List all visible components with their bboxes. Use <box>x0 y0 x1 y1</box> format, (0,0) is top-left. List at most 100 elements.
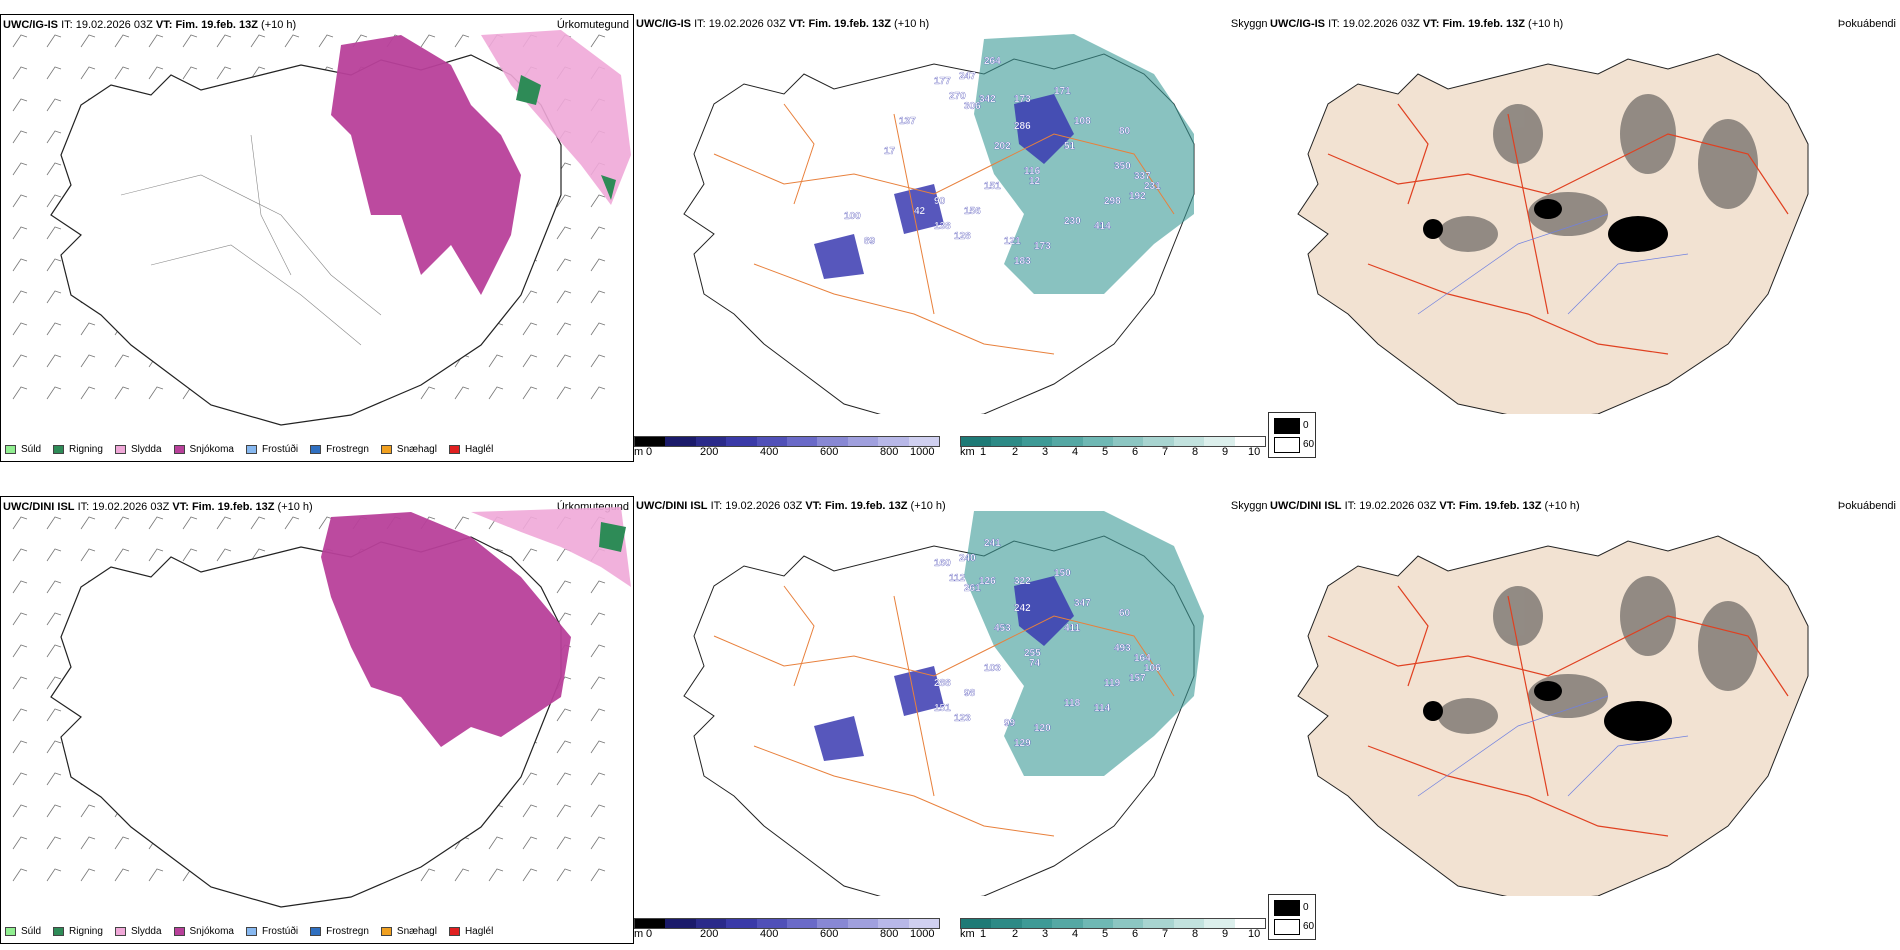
wind-barb <box>148 66 164 80</box>
wind-barb <box>556 354 572 368</box>
wind-barb <box>80 516 96 530</box>
wind-barb <box>522 322 538 336</box>
visibility-value-label: 106 <box>1144 663 1161 674</box>
wind-barb <box>522 772 538 786</box>
colorbar-tick: 7 <box>1162 446 1169 458</box>
wind-barb <box>556 836 572 850</box>
fog-legend-white-swatch <box>1274 919 1300 935</box>
legend-item: Frostregn <box>310 444 369 455</box>
wind-barb <box>12 644 28 658</box>
visibility-value-label: 173 <box>1034 241 1051 252</box>
wind-barb <box>46 516 62 530</box>
visibility-value-label: 100 <box>844 211 861 222</box>
wind-barb <box>12 836 28 850</box>
wind-barb <box>80 804 96 818</box>
wind-barb <box>46 98 62 112</box>
panel-title: Þokuábendi <box>1837 18 1896 30</box>
wind-barb <box>250 66 266 80</box>
colorbar-tick: 10 <box>1248 446 1261 458</box>
wind-barb <box>80 322 96 336</box>
visibility-value-label: 150 <box>1054 568 1071 579</box>
legend-item: Súld <box>5 444 41 455</box>
visibility-value-label: 306 <box>964 101 981 112</box>
colorbar-tick: 1000 <box>910 446 935 458</box>
wind-barb <box>420 34 436 48</box>
wind-barb <box>522 868 538 882</box>
wind-barb <box>114 34 130 48</box>
wind-barb <box>556 290 572 304</box>
visibility-colorbar: km 1 2 3 4 5 6 7 8 9 10 <box>960 436 1270 458</box>
fog-panel-row2: UWC/DINI ISL IT: 19.02.2026 03Z VT: Fim.… <box>1268 496 1900 944</box>
wind-barb <box>590 772 606 786</box>
wind-barb <box>488 868 504 882</box>
wind-barb <box>12 162 28 176</box>
visibility-value-label: 192 <box>1129 191 1146 202</box>
wind-barb <box>250 516 266 530</box>
visibility-value-label: 286 <box>1014 121 1031 132</box>
colorbar-tick: 10 <box>1248 928 1261 940</box>
wind-barb <box>148 516 164 530</box>
wind-barb <box>420 868 436 882</box>
wind-barb <box>590 836 606 850</box>
wind-barb <box>12 322 28 336</box>
wind-barb <box>12 580 28 594</box>
fog-panel-row1: UWC/IG-IS IT: 19.02.2026 03Z VT: Fim. 19… <box>1268 14 1900 462</box>
wind-barb <box>590 290 606 304</box>
elevation-colorbar-ramp <box>634 918 940 929</box>
wind-barb <box>590 194 606 208</box>
colorbar-unit: km <box>960 446 975 458</box>
fog-legend: 0 60 <box>1268 412 1316 458</box>
visibility-value-label: 337 <box>1134 171 1151 182</box>
visibility-value-label: 202 <box>994 141 1011 152</box>
colorbar-tick: 800 <box>880 928 899 940</box>
colorbar-tick: 400 <box>760 928 779 940</box>
visibility-colorbar: km 1 2 3 4 5 6 7 8 9 10 <box>960 918 1270 940</box>
colorbar-tick: 4 <box>1072 446 1079 458</box>
wind-barb <box>46 804 62 818</box>
wind-barb <box>556 226 572 240</box>
wind-barb <box>522 836 538 850</box>
wind-barb <box>590 708 606 722</box>
colorbar-tick: 5 <box>1102 446 1109 458</box>
wind-barb <box>46 580 62 594</box>
colorbar-tick: 3 <box>1042 446 1049 458</box>
colorbar-tick: 600 <box>820 928 839 940</box>
legend-swatch <box>245 927 257 936</box>
visibility-value-label: 151 <box>984 181 1001 192</box>
panel-title: Úrkomutegund <box>556 19 629 31</box>
precip-type-panel-row2: UWC/DINI ISL IT: 19.02.2026 03Z VT: Fim.… <box>0 496 634 944</box>
colorbar-unit: m <box>634 446 644 458</box>
panel-header: UWC/DINI ISL IT: 19.02.2026 03Z VT: Fim.… <box>1270 500 1580 512</box>
wind-barb <box>590 644 606 658</box>
colorbar-tick: 0 <box>646 928 653 940</box>
wind-barb <box>590 676 606 690</box>
panel-title: Skyggni <box>1230 18 1270 30</box>
visibility-value-label: 453 <box>994 623 1011 634</box>
wind-barb <box>182 34 198 48</box>
colorbar-tick: 3 <box>1042 928 1049 940</box>
wind-barb <box>556 194 572 208</box>
visibility-value-label: 128 <box>954 231 971 242</box>
fog-legend-tick: 60 <box>1303 921 1315 932</box>
visibility-value-label: 264 <box>984 56 1001 67</box>
legend-swatch <box>380 445 392 454</box>
wind-barb <box>46 612 62 626</box>
wind-barb <box>114 836 130 850</box>
visibility-value-label: 247 <box>959 71 976 82</box>
wind-barb <box>284 516 300 530</box>
wind-barb <box>556 386 572 400</box>
visibility-value-label: 137 <box>899 116 916 127</box>
legend-swatch <box>5 445 16 454</box>
visibility-value-label: 230 <box>1064 216 1081 227</box>
wind-barb <box>12 290 28 304</box>
fog-legend-black-swatch <box>1274 900 1300 916</box>
wind-barb <box>182 548 198 562</box>
legend-item: Snjókoma <box>173 926 234 937</box>
wind-barb <box>454 868 470 882</box>
visibility-colorbar-ramp <box>960 918 1266 929</box>
visibility-panel-row2: UWC/DINI ISL IT: 19.02.2026 03Z VT: Fim.… <box>634 496 1274 944</box>
fog-legend-tick: 60 <box>1303 439 1315 450</box>
visibility-value-label: 129 <box>1014 738 1031 749</box>
elevation-colorbar-ramp <box>634 436 940 447</box>
